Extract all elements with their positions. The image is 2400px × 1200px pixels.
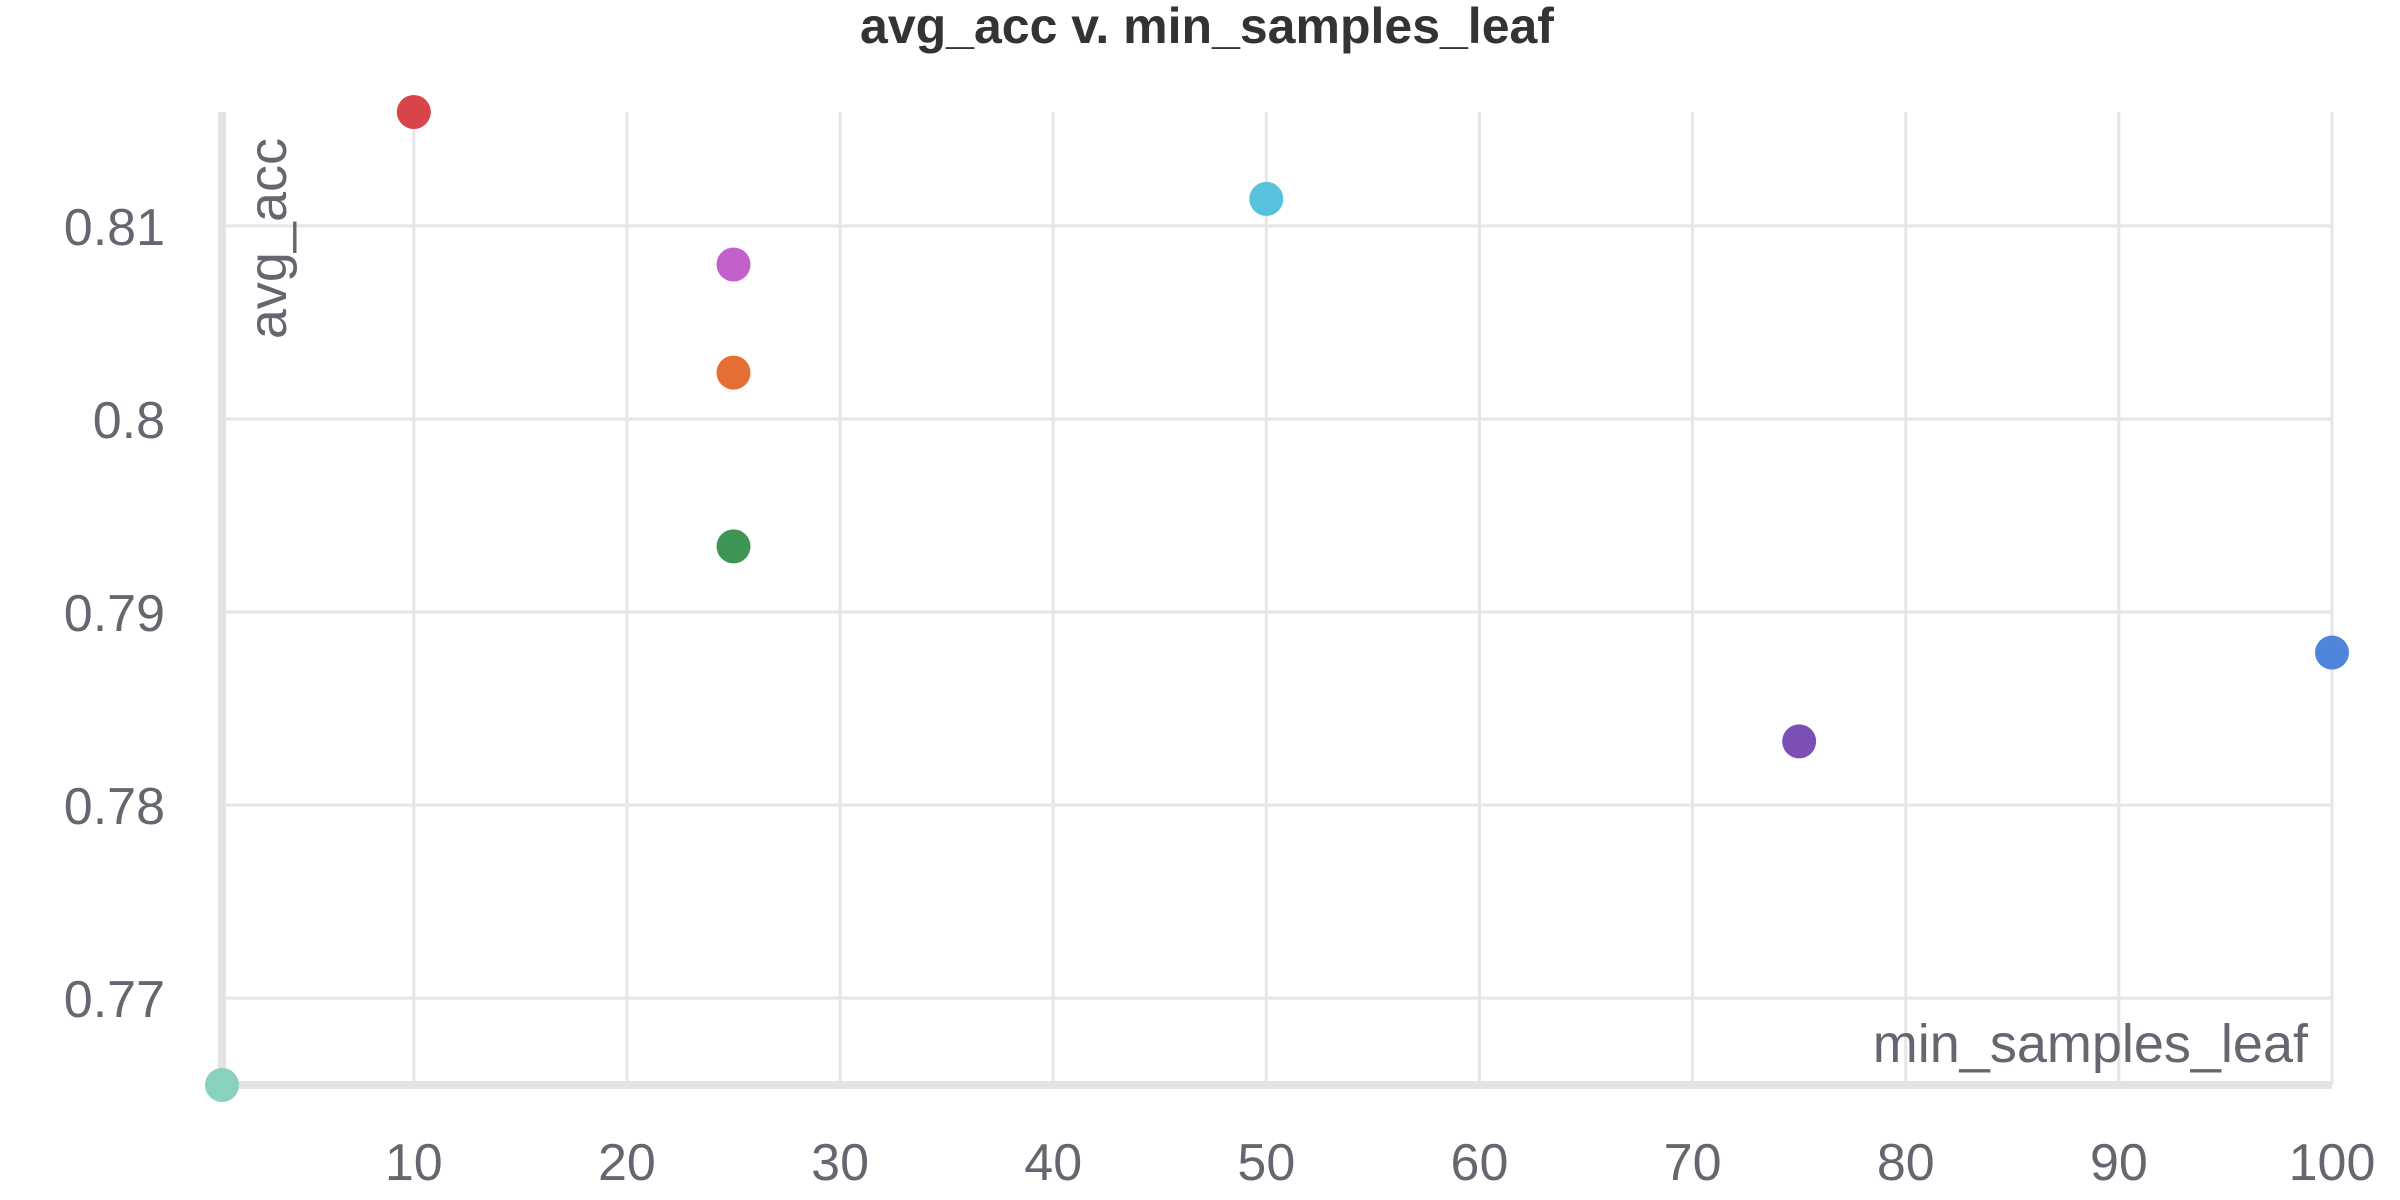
data-point — [1249, 181, 1284, 216]
data-point — [716, 247, 751, 282]
x-tick-label: 30 — [811, 1134, 869, 1192]
tick-labels: 10 20 30 40 50 60 70 80 90 100 0.77 0.78 0.79 0.8 0.81 — [64, 199, 2376, 1192]
chart-title: avg_acc v. min_samples_leaf — [860, 0, 1554, 54]
data-point — [716, 529, 751, 564]
y-tick-label: 0.79 — [64, 585, 165, 643]
x-tick-label: 70 — [1664, 1134, 1722, 1192]
x-tick-label: 90 — [2090, 1134, 2148, 1192]
grid-lines — [222, 112, 2334, 1085]
y-tick-label: 0.78 — [64, 778, 165, 836]
y-axis-label: avg_acc — [238, 138, 298, 339]
y-tick-label: 0.8 — [93, 392, 165, 450]
x-tick-label: 40 — [1024, 1134, 1082, 1192]
x-axis-label: min_samples_leaf — [1873, 1014, 2309, 1074]
data-points — [205, 95, 2349, 1102]
y-tick-label: 0.81 — [64, 199, 165, 257]
x-tick-label: 20 — [598, 1134, 656, 1192]
x-tick-label: 100 — [2289, 1134, 2376, 1192]
x-tick-label: 80 — [1877, 1134, 1935, 1192]
x-tick-label: 10 — [385, 1134, 443, 1192]
data-point — [1782, 724, 1817, 759]
data-point — [716, 355, 751, 390]
data-point — [205, 1068, 239, 1102]
data-point — [396, 95, 431, 129]
data-point — [2315, 635, 2349, 670]
x-tick-label: 60 — [1451, 1134, 1509, 1192]
y-tick-label: 0.77 — [64, 971, 165, 1029]
x-tick-label: 50 — [1237, 1134, 1295, 1192]
